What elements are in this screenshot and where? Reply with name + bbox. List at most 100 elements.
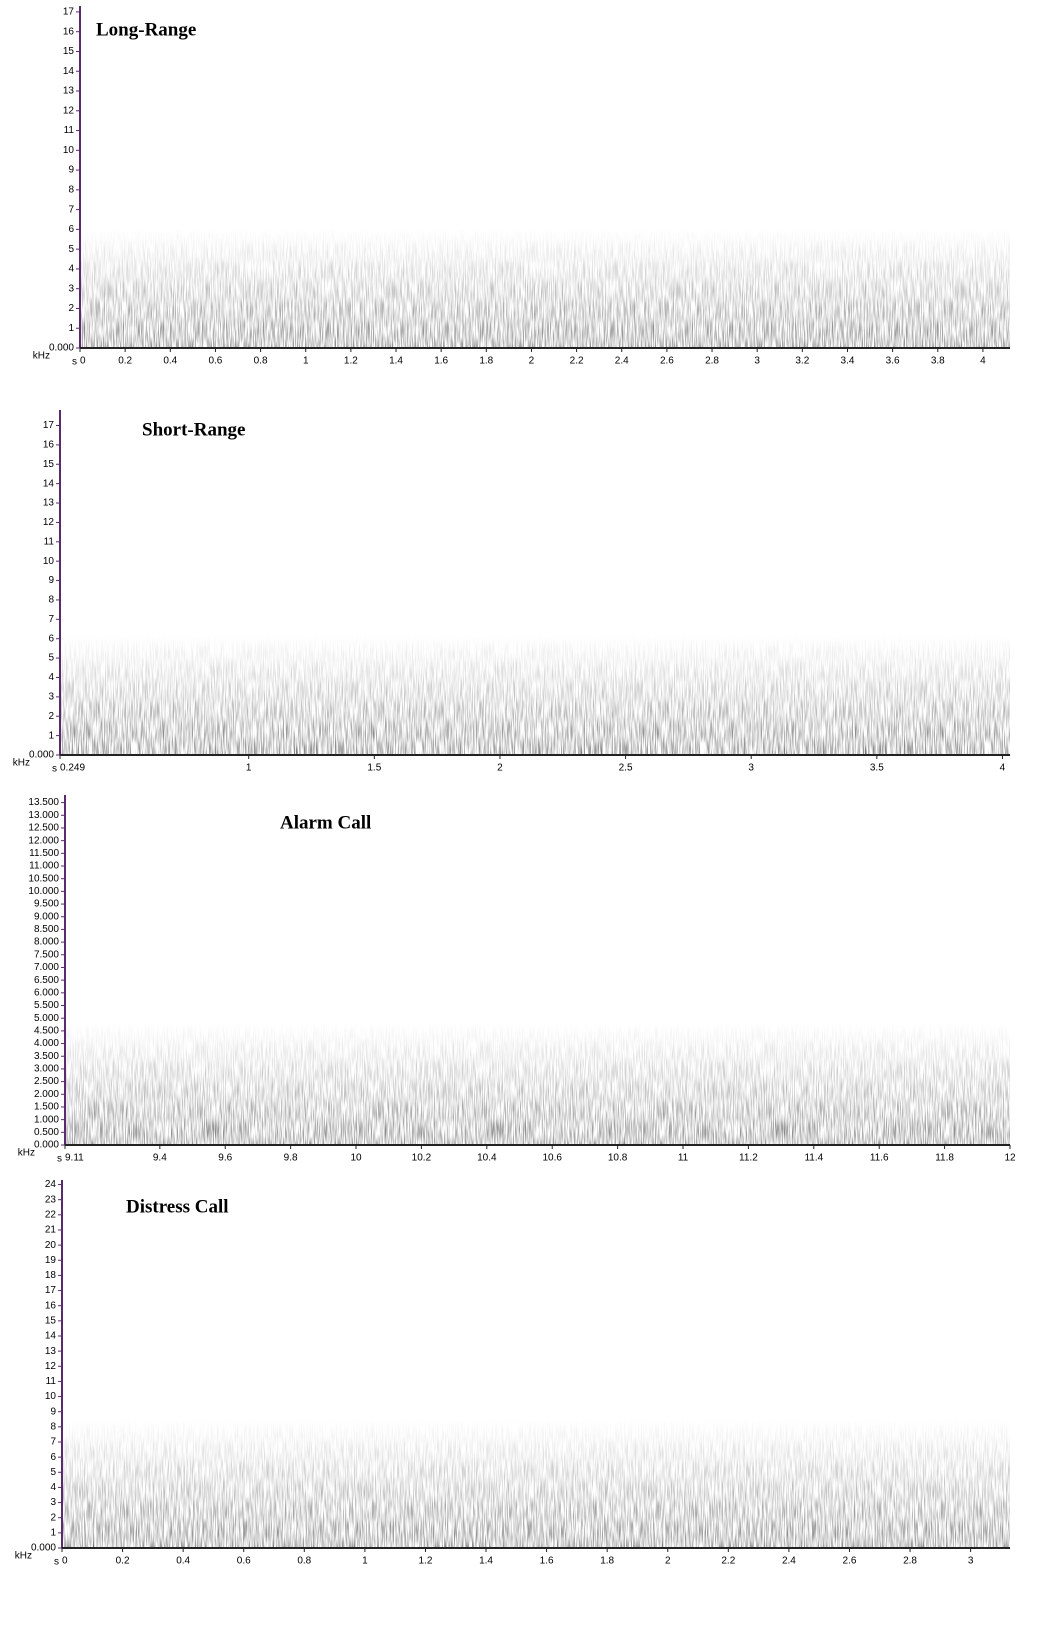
y-tick-label: 5 [48, 653, 54, 664]
y-tick-label: 2.500 [34, 1076, 59, 1087]
y-tick-label: 5.500 [34, 1000, 59, 1011]
x-tick-label: 1 [246, 763, 252, 774]
x-tick-label: 11.2 [739, 1153, 758, 1164]
y-tick-label: 10 [43, 556, 55, 567]
y-tick-label: 8.000 [34, 937, 59, 948]
y-tick-label: 2 [50, 1512, 56, 1523]
spectrogram-texture [63, 1419, 1010, 1548]
x-tick-label: 3.5 [870, 763, 884, 774]
panel-title: Short-Range [142, 419, 245, 440]
x-unit: s [52, 764, 57, 775]
x-tick-label: 2.6 [843, 1556, 857, 1567]
y-tick-label: 2 [68, 303, 74, 314]
x-tick-label: 3 [968, 1556, 974, 1567]
y-unit: kHz [15, 1551, 32, 1562]
x-tick-label: 9.4 [153, 1153, 167, 1164]
y-tick-label: 13 [45, 1346, 57, 1357]
x-tick-label: 0.2 [116, 1556, 130, 1567]
x-tick-label: 0 [62, 1556, 68, 1567]
y-tick-label: 22 [45, 1209, 57, 1220]
y-tick-label: 19 [45, 1255, 57, 1266]
x-tick-label: 12 [1004, 1153, 1016, 1164]
x-tick-label: 2.2 [721, 1556, 735, 1567]
x-tick-label: 10.2 [412, 1153, 432, 1164]
y-tick-label: 1.000 [34, 1114, 59, 1125]
y-tick-label: 0.000 [34, 1140, 59, 1151]
y-tick-label: 11 [44, 536, 55, 547]
x-tick-label: 3.2 [795, 356, 809, 367]
y-tick-label: 13 [43, 498, 55, 509]
y-tick-label: 11.000 [29, 861, 59, 872]
x-tick-label: 10.6 [542, 1153, 562, 1164]
y-tick-label: 15 [43, 459, 55, 470]
x-tick-label: 9.11 [65, 1153, 84, 1164]
x-tick-label: 1.2 [418, 1556, 432, 1567]
y-tick-label: 5 [50, 1467, 56, 1478]
x-tick-label: 0.4 [176, 1556, 190, 1567]
y-tick-label: 14 [43, 478, 55, 489]
y-tick-label: 0.000 [29, 750, 54, 761]
y-tick-label: 4 [50, 1482, 56, 1493]
y-tick-label: 8 [68, 184, 74, 195]
x-tick-label: 2 [665, 1556, 671, 1567]
y-tick-label: 10.500 [28, 873, 59, 884]
x-tick-label: 2.5 [619, 763, 633, 774]
y-tick-label: 7 [68, 204, 74, 215]
spectrogram-texture [66, 1022, 1010, 1145]
y-tick-label: 11.500 [29, 848, 59, 859]
y-tick-label: 16 [45, 1300, 57, 1311]
y-tick-label: 14 [63, 66, 75, 77]
x-unit: s [57, 1154, 62, 1165]
x-tick-label: 1.4 [479, 1556, 493, 1567]
panel-title: Alarm Call [280, 812, 371, 833]
y-tick-label: 12 [63, 105, 75, 116]
y-tick-label: 5 [68, 244, 74, 255]
x-tick-label: 10 [350, 1153, 362, 1164]
y-tick-label: 3.500 [34, 1051, 59, 1062]
x-tick-label: 3.4 [841, 356, 855, 367]
x-tick-label: 3 [748, 763, 754, 774]
x-tick-label: 1.2 [344, 356, 358, 367]
x-tick-label: 1.5 [367, 763, 381, 774]
x-tick-label: 9.6 [218, 1153, 232, 1164]
y-tick-label: 20 [45, 1240, 57, 1251]
x-unit: s [54, 1557, 59, 1568]
y-tick-label: 12.500 [28, 823, 59, 834]
x-tick-label: 9.8 [284, 1153, 298, 1164]
x-tick-label: 4 [980, 356, 986, 367]
y-tick-label: 17 [63, 7, 75, 18]
y-tick-label: 0.500 [34, 1127, 59, 1138]
x-tick-label: 0.8 [297, 1556, 311, 1567]
y-tick-label: 11 [64, 125, 75, 136]
y-tick-label: 3 [68, 283, 74, 294]
y-tick-label: 3 [48, 691, 54, 702]
y-tick-label: 6 [50, 1452, 56, 1463]
y-tick-label: 6.000 [34, 987, 59, 998]
x-tick-label: 1.6 [540, 1556, 554, 1567]
y-tick-label: 7.500 [34, 949, 59, 960]
y-tick-label: 24 [45, 1179, 57, 1190]
y-tick-label: 1 [68, 323, 74, 334]
x-tick-label: 10.8 [608, 1153, 628, 1164]
y-tick-label: 18 [45, 1270, 57, 1281]
y-tick-label: 4 [48, 672, 54, 683]
x-tick-label: 11.6 [870, 1153, 889, 1164]
y-tick-label: 2.000 [34, 1089, 59, 1100]
y-tick-label: 6 [48, 633, 54, 644]
y-tick-label: 15 [45, 1315, 57, 1326]
x-tick-label: 0.249 [60, 763, 85, 774]
panel-title: Long-Range [96, 19, 196, 40]
y-tick-label: 0.000 [49, 343, 74, 354]
x-tick-label: 0.8 [254, 356, 268, 367]
x-tick-label: 0.6 [237, 1556, 251, 1567]
x-tick-label: 2.4 [615, 356, 629, 367]
x-tick-label: 1.4 [389, 356, 403, 367]
y-tick-label: 16 [43, 440, 55, 451]
x-tick-label: 3.6 [886, 356, 900, 367]
y-tick-label: 1 [50, 1527, 56, 1538]
panel-title: Distress Call [126, 1196, 229, 1217]
x-tick-label: 11.8 [935, 1153, 954, 1164]
y-tick-label: 3 [50, 1497, 56, 1508]
y-tick-label: 12 [43, 517, 55, 528]
